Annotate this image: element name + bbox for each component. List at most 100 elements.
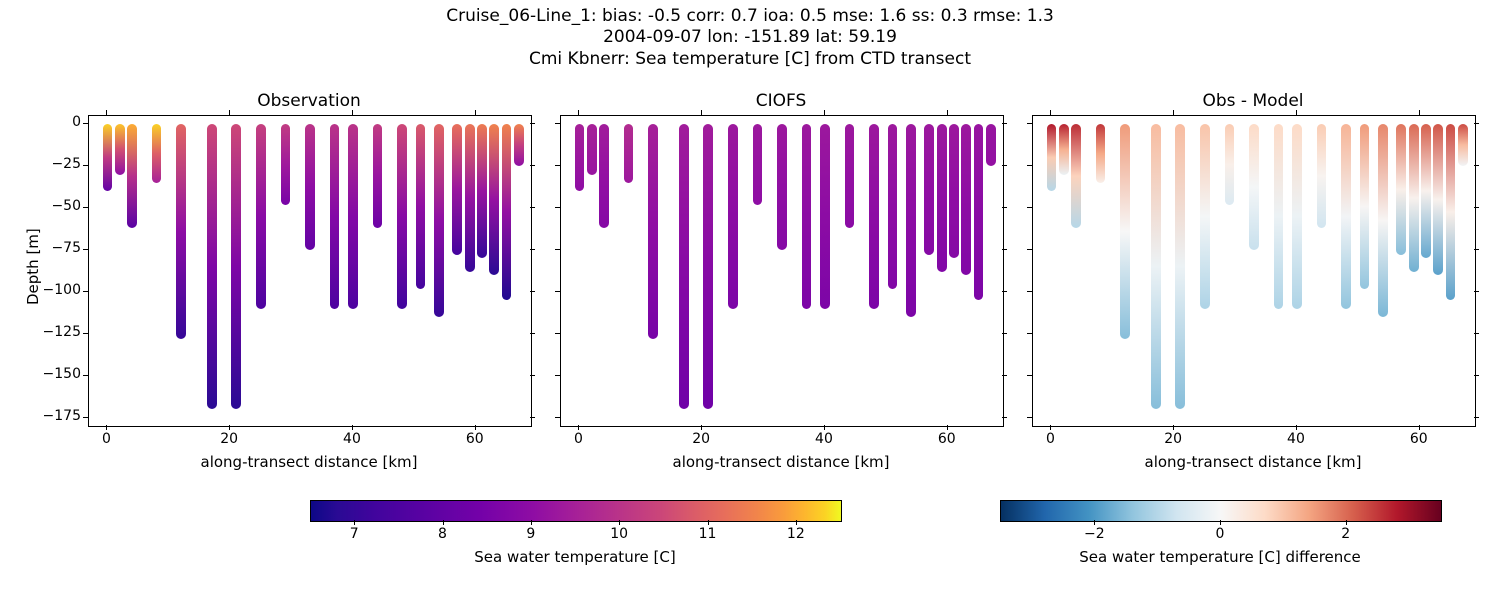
profile-bar xyxy=(477,124,487,258)
profile-bar xyxy=(1096,124,1106,183)
profile-bar xyxy=(845,124,855,228)
profile-bar xyxy=(1317,124,1327,228)
xtick-mark xyxy=(578,110,579,115)
xtick-label: 20 xyxy=(1164,431,1182,447)
colorbar-1 xyxy=(1000,500,1442,522)
xtick-mark xyxy=(1173,425,1174,430)
xtick-mark xyxy=(106,110,107,115)
xtick-label: 0 xyxy=(1046,431,1055,447)
profile-bar xyxy=(1200,124,1210,308)
ytick-mark xyxy=(555,375,560,376)
ytick-mark xyxy=(530,333,535,334)
xlabel-0: along-transect distance [km] xyxy=(88,453,530,471)
xtick-mark xyxy=(701,110,702,115)
cbar-label-0: Sea water temperature [C] xyxy=(310,548,840,566)
profile-bar xyxy=(152,124,162,183)
cbar-tick-mark xyxy=(443,520,444,525)
suptitle-line3: Cmi Kbnerr: Sea temperature [C] from CTD… xyxy=(0,49,1500,70)
profile-bar xyxy=(1421,124,1431,258)
xtick-mark xyxy=(352,110,353,115)
axes-1 xyxy=(560,115,1004,427)
cbar-tick-label: 9 xyxy=(526,526,535,542)
ytick-mark xyxy=(1027,375,1032,376)
cbar-tick-mark xyxy=(1094,520,1095,525)
profile-bar xyxy=(1360,124,1370,288)
cbar-tick-mark xyxy=(619,520,620,525)
profile-bar xyxy=(207,124,217,409)
ytick-label: −150 xyxy=(33,366,81,382)
profile-bar xyxy=(587,124,597,174)
xtick-label: 0 xyxy=(574,431,583,447)
profile-bar xyxy=(961,124,971,275)
profile-bar xyxy=(1396,124,1406,255)
xtick-label: 60 xyxy=(1410,431,1428,447)
profile-bar xyxy=(820,124,830,308)
xtick-label: 40 xyxy=(815,431,833,447)
ytick-mark xyxy=(1027,333,1032,334)
profile-bar xyxy=(281,124,291,204)
xtick-label: 60 xyxy=(466,431,484,447)
xtick-mark xyxy=(947,110,948,115)
cbar-tick-mark xyxy=(531,520,532,525)
cbar-tick-label: 10 xyxy=(610,526,628,542)
xtick-mark xyxy=(475,110,476,115)
xtick-mark xyxy=(578,425,579,430)
suptitle-line2: 2004-09-07 lon: -151.89 lat: 59.19 xyxy=(0,27,1500,48)
cbar-tick-label: 12 xyxy=(787,526,805,542)
ytick-mark xyxy=(1002,291,1007,292)
xtick-mark xyxy=(1050,425,1051,430)
profile-bar xyxy=(599,124,609,228)
ytick-mark xyxy=(530,123,535,124)
ytick-mark xyxy=(1474,207,1479,208)
ytick-mark xyxy=(555,291,560,292)
xlabel-2: along-transect distance [km] xyxy=(1032,453,1474,471)
xtick-label: 40 xyxy=(343,431,361,447)
profile-bar xyxy=(330,124,340,308)
xtick-mark xyxy=(1296,110,1297,115)
xtick-mark xyxy=(1419,425,1420,430)
profile-bar xyxy=(777,124,787,250)
profile-bar xyxy=(986,124,996,166)
cbar-tick-mark xyxy=(796,520,797,525)
profile-bar xyxy=(1151,124,1161,409)
profile-bar xyxy=(256,124,266,308)
xtick-mark xyxy=(701,425,702,430)
profile-bar xyxy=(1378,124,1388,317)
profile-bar xyxy=(1446,124,1456,300)
profile-bar xyxy=(1409,124,1419,271)
xtick-label: 60 xyxy=(938,431,956,447)
profile-bar xyxy=(924,124,934,255)
figure: Cruise_06-Line_1: bias: -0.5 corr: 0.7 i… xyxy=(0,0,1500,600)
ytick-mark xyxy=(555,249,560,250)
ytick-label: 0 xyxy=(33,114,81,130)
ytick-mark xyxy=(83,207,88,208)
xtick-mark xyxy=(475,425,476,430)
ytick-mark xyxy=(1474,333,1479,334)
profile-bar xyxy=(305,124,315,250)
profile-bar xyxy=(416,124,426,288)
cbar-tick-mark xyxy=(1346,520,1347,525)
profile-bar xyxy=(397,124,407,308)
xtick-mark xyxy=(352,425,353,430)
profile-bar xyxy=(802,124,812,308)
panel-title-1: CIOFS xyxy=(560,91,1002,111)
ytick-label: −25 xyxy=(33,156,81,172)
profile-bar xyxy=(1292,124,1302,308)
ytick-mark xyxy=(530,375,535,376)
profile-bar xyxy=(937,124,947,271)
profile-bar xyxy=(869,124,879,308)
profile-bar xyxy=(1059,124,1069,174)
xtick-label: 0 xyxy=(102,431,111,447)
ytick-mark xyxy=(1474,123,1479,124)
profile-bar xyxy=(452,124,462,255)
ylabel: Depth [m] xyxy=(24,228,42,305)
profile-bar xyxy=(624,124,634,183)
axes-0 xyxy=(88,115,532,427)
profile-bar xyxy=(1047,124,1057,191)
profile-bar xyxy=(115,124,125,174)
ytick-mark xyxy=(1474,249,1479,250)
profile-bar xyxy=(1341,124,1351,308)
ytick-mark xyxy=(1474,165,1479,166)
xtick-label: 20 xyxy=(220,431,238,447)
ytick-mark xyxy=(1027,207,1032,208)
